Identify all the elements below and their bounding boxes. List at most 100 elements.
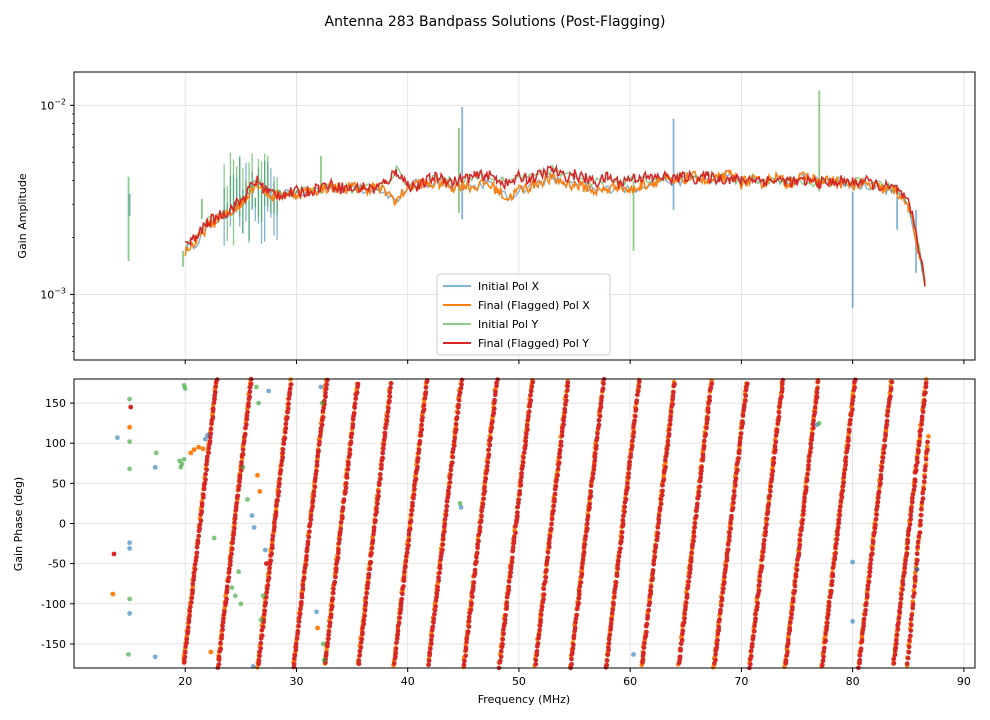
phase-point-final-y	[745, 381, 750, 387]
phase-point-final-y	[579, 565, 585, 571]
phase-point-final-y	[733, 476, 739, 481]
phase-point-final-y	[776, 414, 782, 420]
amplitude-frame	[73, 71, 976, 361]
phase-point-final-y	[713, 652, 718, 657]
phase-point-final-y	[357, 653, 363, 658]
phase-point-final-y	[399, 596, 405, 602]
phase-point-final-y	[860, 631, 865, 636]
phase-point-final-y	[549, 526, 554, 532]
phase-point-final-y	[660, 488, 665, 494]
phase-point-final-y	[906, 526, 912, 531]
phase-point-final-y	[260, 624, 266, 630]
phase-point-outlier	[115, 435, 120, 440]
phase-point-final-y	[733, 482, 738, 488]
phase-point-final-y	[824, 624, 830, 629]
phase-point-final-y	[499, 648, 504, 654]
phase-point-final-y	[570, 650, 575, 655]
phase-point-final-y	[873, 522, 878, 528]
phase-point-final-y	[689, 550, 694, 555]
phase-point-final-y	[715, 637, 720, 643]
phase-point-final-y	[581, 549, 587, 555]
phase-point-final-y	[408, 518, 414, 524]
phase-point-final-y	[509, 564, 514, 569]
phase-point-final-y	[814, 390, 820, 395]
phase-point-final-y	[361, 617, 367, 623]
phase-point-final-y	[383, 425, 388, 431]
phase-point-final-y	[766, 501, 772, 507]
phase-point-final-y	[403, 558, 409, 564]
phase-point-final-y	[338, 530, 343, 535]
phase-point-final-y	[228, 562, 233, 568]
phase-point-final-y	[885, 409, 891, 414]
phase-point-final-y	[573, 620, 578, 625]
phase-point-final-y	[902, 561, 908, 567]
phase-point-final-y	[277, 481, 282, 486]
phase-point-final-y	[285, 410, 291, 415]
phase-point-final-y	[327, 620, 333, 625]
phase-point-final-y	[381, 437, 387, 443]
phase-point-final-y	[826, 607, 831, 613]
phase-point-final-y	[815, 386, 820, 392]
phase-point-final-y	[248, 381, 254, 387]
phase-point-final-y	[313, 475, 318, 481]
phase-point-final-y	[243, 432, 248, 437]
phase-point-final-y	[376, 480, 382, 485]
phase-point-final-y	[409, 507, 415, 513]
phase-point-final-y	[475, 542, 481, 547]
phase-point-final-y	[521, 460, 526, 465]
phase-point-final-y	[918, 518, 923, 524]
phase-point-final-y	[315, 453, 320, 459]
phase-point-final-y	[597, 413, 603, 419]
phase-point-final-y	[230, 536, 236, 541]
phase-point-final-y	[533, 657, 539, 663]
phase-point-final-y	[692, 525, 698, 530]
phase-point-final-y	[668, 414, 673, 420]
phase-point-final-y	[479, 513, 484, 519]
phase-point-final-y	[743, 398, 748, 404]
phase-point-final-y	[707, 398, 712, 403]
phase-point-final-y	[884, 418, 890, 424]
phase-point-final-y	[184, 636, 190, 642]
phase-point-final-y	[790, 605, 795, 610]
phase-point-final-y	[727, 530, 732, 536]
phase-point-final-y	[652, 554, 658, 560]
phase-ytick-label: 50	[52, 477, 66, 490]
phase-point-final-y	[469, 601, 474, 606]
phase-point-final-y	[576, 595, 582, 601]
phase-point-final-y	[872, 530, 877, 535]
phase-point-outlier	[631, 652, 636, 657]
phase-point-final-y	[898, 601, 903, 606]
phase-point-final-y	[471, 580, 477, 585]
phase-point-final-y	[359, 636, 365, 642]
phase-point-final-y	[591, 471, 596, 477]
phase-point-final-y	[682, 616, 687, 621]
phase-point-final-y	[269, 543, 275, 548]
phase-point-final-y	[763, 525, 768, 531]
phase-point-final-y	[272, 520, 277, 525]
phase-point-final-y	[304, 546, 310, 551]
phase-point-final-y	[363, 595, 369, 600]
phase-point-final-y	[240, 447, 246, 453]
phase-point-final-y	[727, 533, 732, 539]
phase-point-final-y	[640, 657, 646, 662]
phase-point-final-y	[525, 417, 531, 423]
phase-point-final-y	[437, 563, 443, 568]
phase-point-final-y	[906, 650, 912, 655]
phase-point-final-y	[875, 503, 880, 509]
phase-point-final-y	[184, 640, 189, 646]
phase-point-final-y	[456, 397, 462, 403]
phase-point-final-y	[404, 550, 410, 555]
phase-point-final-y	[387, 394, 393, 399]
phase-point-final-y	[912, 591, 917, 596]
phase-point-final-y	[502, 617, 508, 622]
phase-point-outlier	[258, 617, 264, 623]
phase-point-final-y	[731, 489, 737, 494]
phase-point-final-y	[651, 561, 656, 567]
phase-point-final-y	[310, 504, 315, 509]
phase-point-final-y	[185, 629, 191, 634]
phase-point-final-y	[590, 475, 596, 481]
phase-point-final-y	[606, 641, 612, 646]
phase-point-final-y	[450, 460, 455, 465]
phase-point-final-y	[558, 443, 564, 448]
phase-point-final-y	[794, 562, 800, 568]
